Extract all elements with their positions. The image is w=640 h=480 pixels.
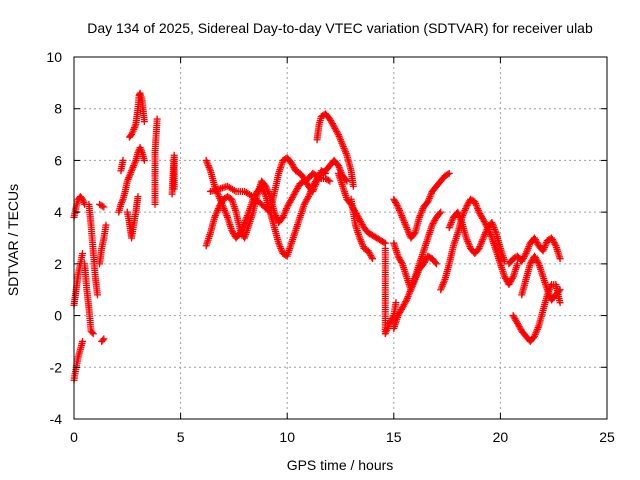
data-point — [431, 259, 439, 267]
data-point — [521, 251, 529, 259]
data-point — [89, 330, 97, 338]
y-tick-label: -4 — [50, 411, 63, 427]
data-point — [134, 193, 142, 201]
x-tick-label: 10 — [279, 429, 295, 445]
y-tick-label: 8 — [54, 101, 62, 117]
data-point — [368, 255, 376, 263]
x-tick-label: 15 — [386, 429, 402, 445]
data-point — [534, 258, 542, 266]
data-point — [392, 299, 400, 307]
data-point — [402, 298, 410, 306]
data-point — [501, 257, 509, 265]
data-point — [342, 176, 350, 184]
data-point — [432, 260, 440, 268]
y-axis-label: SDTVAR / TECUs — [5, 184, 21, 296]
data-markers — [70, 89, 564, 384]
data-point — [153, 115, 161, 123]
chart-title: Day 134 of 2025, Sidereal Day-to-day VTE… — [87, 20, 593, 36]
data-point — [513, 260, 521, 268]
data-point — [79, 250, 87, 258]
data-point — [444, 170, 452, 178]
data-point — [326, 177, 334, 185]
data-point — [393, 201, 401, 209]
data-point — [368, 253, 376, 261]
data-point — [98, 202, 106, 210]
data-point — [324, 176, 332, 184]
data-point — [140, 118, 148, 126]
data-point — [322, 169, 330, 177]
y-tick-label: 10 — [46, 49, 62, 65]
data-point — [556, 299, 564, 307]
x-tick-label: 5 — [177, 429, 185, 445]
data-point — [100, 203, 108, 211]
data-point — [556, 255, 564, 263]
x-tick-label: 0 — [70, 429, 78, 445]
y-tick-label: 2 — [54, 256, 62, 272]
data-point — [436, 209, 444, 217]
data-point — [88, 328, 96, 336]
data-point — [410, 230, 418, 238]
data-point — [508, 274, 516, 282]
data-point — [320, 168, 328, 176]
data-point — [170, 185, 178, 193]
data-point — [437, 208, 445, 216]
data-point — [304, 194, 312, 202]
data-point — [445, 169, 453, 177]
data-point — [349, 182, 357, 190]
data-point — [102, 221, 110, 229]
x-tick-label: 20 — [493, 429, 509, 445]
data-point — [119, 156, 127, 164]
axis-ticks: 0 5 10 15 20 25 -4 -2 0 2 4 6 8 10 — [46, 49, 615, 445]
y-tick-label: 0 — [54, 308, 62, 324]
y-tick-label: -2 — [50, 359, 63, 375]
y-tick-label: 6 — [54, 152, 62, 168]
data-point — [100, 335, 108, 343]
data-point — [555, 287, 563, 295]
data-point — [79, 337, 87, 345]
data-point — [380, 238, 388, 246]
data-point — [93, 291, 101, 299]
data-point — [334, 129, 342, 137]
data-point — [397, 258, 405, 266]
y-tick-label: 4 — [54, 204, 62, 220]
data-point — [551, 240, 559, 248]
data-point — [556, 286, 564, 294]
data-point — [140, 156, 148, 164]
x-axis-label: GPS time / hours — [287, 457, 394, 473]
plot-frame — [73, 56, 608, 420]
gridlines — [74, 57, 607, 419]
x-tick-label: 25 — [599, 429, 615, 445]
data-point — [99, 336, 107, 344]
